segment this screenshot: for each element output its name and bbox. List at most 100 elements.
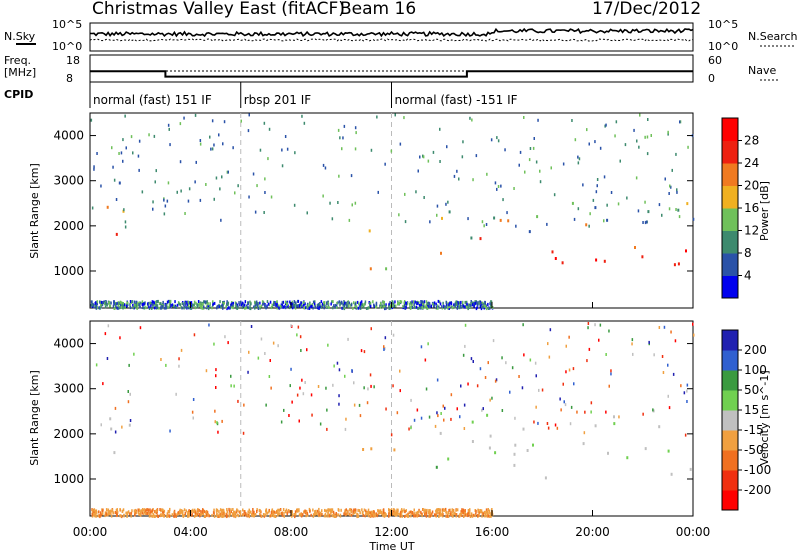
- colorbar-swatch: [722, 230, 738, 254]
- echo-cell: [404, 510, 406, 514]
- echo-cell: [176, 190, 178, 194]
- echo-cell: [590, 410, 592, 414]
- echo-cell: [200, 512, 202, 516]
- echo-cell: [312, 508, 314, 512]
- echo-cell: [294, 303, 296, 307]
- echo-cell: [129, 300, 132, 303]
- echo-cell: [490, 138, 493, 142]
- echo-cell: [685, 249, 687, 253]
- echo-cell: [259, 305, 261, 309]
- echo-cell: [411, 300, 413, 304]
- echo-cell: [296, 304, 299, 308]
- echo-cell: [156, 300, 158, 304]
- echo-cell: [233, 384, 235, 388]
- echo-cell: [480, 307, 483, 311]
- echo-cell: [90, 303, 92, 307]
- echo-cell: [243, 510, 246, 514]
- echo-cell: [321, 509, 323, 513]
- power-ylabel: Slant Range [km]: [28, 163, 41, 259]
- echo-cell: [290, 324, 292, 328]
- echo-cell: [437, 511, 439, 515]
- echo-cell: [332, 300, 334, 304]
- echo-cell: [138, 139, 141, 143]
- y-tick-label: 1000: [53, 264, 84, 278]
- echo-cell: [467, 217, 469, 221]
- echo-cell: [467, 509, 470, 512]
- echo-cell: [523, 116, 525, 119]
- echo-cell: [354, 302, 357, 306]
- echo-cell: [91, 508, 93, 512]
- echo-cell: [369, 511, 372, 515]
- echo-cell: [170, 303, 172, 307]
- echo-cell: [482, 407, 484, 411]
- echo-cell: [140, 509, 143, 513]
- echo-cell: [226, 300, 228, 304]
- echo-cell: [241, 306, 244, 310]
- echo-cell: [297, 325, 300, 329]
- echo-cell: [250, 302, 252, 306]
- echo-cell: [124, 220, 127, 224]
- echo-cell: [514, 443, 517, 447]
- echo-cell: [539, 180, 542, 184]
- x-tick-label: 08:00: [274, 525, 309, 539]
- echo-cell: [466, 305, 468, 309]
- echo-cell: [340, 300, 343, 304]
- echo-cell: [470, 302, 472, 306]
- echo-cell: [486, 511, 489, 514]
- echo-cell: [107, 301, 110, 305]
- echo-cell: [105, 512, 108, 516]
- echo-cell: [456, 169, 458, 173]
- echo-cell: [147, 304, 149, 308]
- echo-cell: [556, 426, 559, 430]
- echo-cell: [424, 508, 426, 512]
- echo-cell: [268, 127, 271, 131]
- echo-cell: [399, 300, 401, 303]
- echo-cell: [650, 134, 652, 137]
- echo-cell: [350, 174, 353, 178]
- echo-cell: [130, 511, 133, 515]
- echo-cell: [483, 304, 486, 308]
- echo-cell: [231, 513, 234, 517]
- echo-cell: [145, 306, 147, 310]
- echo-cell: [489, 398, 491, 402]
- echo-cell: [398, 302, 400, 305]
- y-tick-label: 2000: [53, 427, 84, 441]
- echo-cell: [442, 301, 444, 305]
- echo-cell: [276, 306, 278, 310]
- echo-cell: [389, 511, 391, 515]
- echo-cell: [232, 301, 234, 305]
- echo-cell: [369, 301, 372, 305]
- echo-cell: [392, 333, 395, 337]
- echo-cell: [151, 306, 153, 310]
- echo-cell: [277, 508, 279, 512]
- echo-cell: [338, 402, 340, 406]
- echo-cell: [343, 512, 345, 516]
- echo-cell: [428, 509, 430, 513]
- echo-cell: [370, 384, 372, 388]
- echo-cell: [205, 300, 207, 304]
- echo-cell: [167, 299, 170, 303]
- echo-cell: [443, 508, 445, 512]
- echo-cell: [327, 514, 329, 518]
- echo-cell: [446, 145, 448, 149]
- echo-cell: [222, 303, 224, 307]
- echo-cell: [269, 359, 271, 362]
- echo-cell: [305, 514, 307, 518]
- echo-cell: [292, 302, 294, 306]
- echo-cell: [229, 306, 231, 310]
- echo-cell: [96, 306, 99, 310]
- echo-cell: [219, 300, 221, 304]
- echo-cell: [127, 390, 129, 393]
- echo-cell: [537, 421, 539, 425]
- echo-cell: [187, 512, 190, 516]
- echo-cell: [464, 300, 466, 304]
- echo-cell: [438, 511, 441, 515]
- echo-cell: [138, 303, 140, 307]
- echo-cell: [443, 418, 445, 422]
- echo-cell: [147, 508, 150, 512]
- echo-cell: [294, 301, 297, 305]
- echo-cell: [107, 508, 110, 512]
- echo-cell: [143, 302, 145, 306]
- echo-cell: [384, 162, 386, 166]
- echo-cell: [632, 352, 634, 356]
